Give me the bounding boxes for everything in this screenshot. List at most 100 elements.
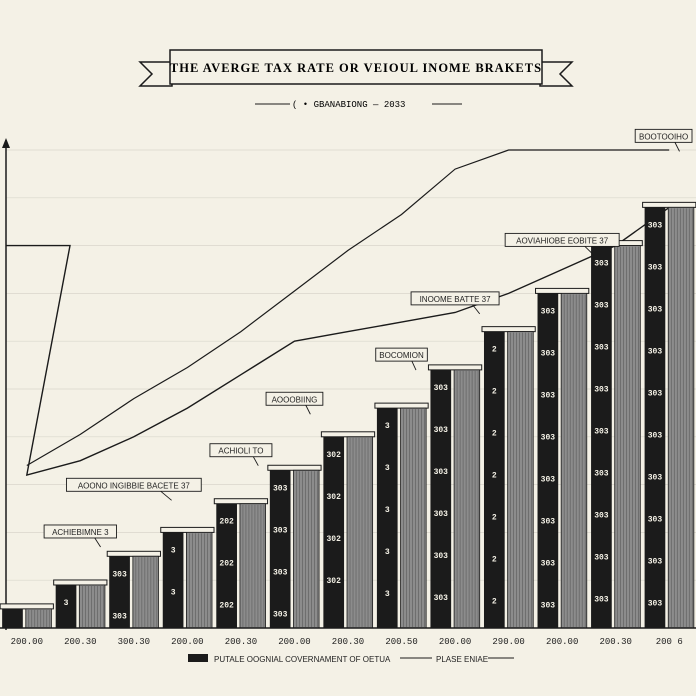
callout-pointer <box>674 142 680 152</box>
bar-dark <box>162 532 184 628</box>
bar-cap <box>160 526 215 533</box>
bar-value-label: 2 <box>492 388 497 397</box>
callouts: ACHIEBIMNE 3 AOONO INGIBBIE BACETE 37 ACHI… <box>43 128 693 548</box>
bar-value-label: 303 <box>648 431 663 440</box>
callout-pointer <box>305 405 311 415</box>
bar-value-label: 2 <box>492 598 497 607</box>
bar-value-label: 303 <box>541 517 556 526</box>
bar-value-label: 302 <box>327 493 342 502</box>
bar-value-label: 2 <box>492 556 497 565</box>
bar-value-label: 303 <box>594 386 609 395</box>
bar-value-label: 302 <box>327 577 342 586</box>
bar-10: 2 2 2 2 2 2 2 <box>481 326 536 629</box>
x-tick-label: 300.30 <box>118 637 150 647</box>
x-tick-label: 200.30 <box>64 637 96 647</box>
bar-cap <box>106 550 161 557</box>
bar-value-label: 303 <box>648 305 663 314</box>
bar-value-label: 303 <box>648 515 663 524</box>
bar-value-label: 303 <box>112 570 127 579</box>
callout-pointer <box>472 304 481 315</box>
bar-4: 33 <box>160 526 215 629</box>
bar-value-label: 303 <box>648 263 663 272</box>
bar-value-label: 303 <box>541 559 556 568</box>
bar-cap <box>267 464 322 471</box>
legend-swatch-1 <box>188 654 208 662</box>
bar-value-label: 303 <box>594 596 609 605</box>
bar-value-label: 303 <box>648 389 663 398</box>
x-tick-label: 290.00 <box>492 637 524 647</box>
x-tick-label: 200.00 <box>11 637 43 647</box>
bar-12: 303 303 303 303 303 303 303 303 303 <box>588 240 643 629</box>
bar-11: 303 303 303 303 303 303 303 303 <box>535 287 590 629</box>
x-tick-label: 200.00 <box>278 637 310 647</box>
bar-2: 3 <box>53 579 108 629</box>
callout-label: INOOME BATTE 37 <box>420 295 492 304</box>
bar-value-label: 303 <box>594 260 609 269</box>
callout-label: BOOTOOIHO <box>639 132 688 141</box>
bar-shade <box>293 469 320 629</box>
bar-cap <box>642 201 696 208</box>
bar-7: 302 302 302 302 <box>320 431 376 629</box>
bar-cap <box>53 579 108 586</box>
bar-value-label: 303 <box>434 468 449 477</box>
bar-cap <box>0 603 54 610</box>
legend: PUTALE OOGNIAL COVERNAMENT OF OETUA PLAS… <box>188 654 514 664</box>
trend-line-upper <box>6 206 670 476</box>
legend-label-1: PUTALE OOGNIAL COVERNAMENT OF OETUA <box>214 655 391 664</box>
callout-7: AOVIAHIOBE EOBITE 37 <box>504 232 620 256</box>
callout-box <box>375 347 428 362</box>
bar-1 <box>0 603 54 629</box>
bar-9: 303 303 303 303 303 303 <box>427 364 483 629</box>
bar-value-label: 303 <box>648 557 663 566</box>
x-tick-label: 200.00 <box>439 637 471 647</box>
callout-box <box>504 232 620 247</box>
callout-8: BOOTOOIHO <box>634 128 693 152</box>
callout-box <box>265 391 324 406</box>
bar-value-label: 303 <box>541 307 556 316</box>
bar-13: 303 303 303 303 303 303 303 303 303 303 <box>642 201 696 629</box>
callout-6: INOOME BATTE 37 <box>410 291 500 315</box>
bar-dark <box>483 331 505 628</box>
bar-shade <box>132 555 159 629</box>
callout-label: ACHIOLI TO <box>218 447 263 456</box>
trend-line-lower <box>26 149 670 467</box>
title-banner: THE AVERGE TAX RATE OR VEIOUL INOME BRAK… <box>138 49 574 87</box>
bar-value-label: 202 <box>219 602 234 611</box>
bar-5: 202 202 202 <box>213 498 269 629</box>
bar-6: 303 303 303 303 <box>267 464 322 629</box>
bar-value-label: 303 <box>648 473 663 482</box>
bar-3: 303 303 <box>106 550 161 629</box>
bar-value-label: 2 <box>492 346 497 355</box>
bar-value-label: 303 <box>434 384 449 393</box>
bar-value-label: 303 <box>648 221 663 230</box>
bar-value-label: 303 <box>648 599 663 608</box>
bar-cap <box>320 431 376 438</box>
callout-label: BOCOMION <box>379 351 424 360</box>
callout-label: AOVIAHIOBE EOBITE 37 <box>516 236 609 245</box>
bar-value-label: 302 <box>327 535 342 544</box>
bar-dark <box>216 503 237 628</box>
bar-dark <box>323 436 345 628</box>
bar-dark <box>2 608 23 628</box>
bar-value-label: 303 <box>112 612 127 621</box>
bar-cap <box>213 498 269 505</box>
bar-dark <box>644 207 666 629</box>
callout-box <box>43 524 117 539</box>
bar-shade <box>346 436 374 629</box>
bar-shade <box>614 245 641 629</box>
bar-shade <box>185 532 213 629</box>
bar-value-label: 202 <box>219 518 234 527</box>
bar-value-label: 303 <box>594 428 609 437</box>
callout-4: AOOOBIING <box>265 391 324 415</box>
bar-shade <box>560 292 588 629</box>
subtitle-group: ( • GBANABIONG — 2033 <box>255 100 462 110</box>
bar-value-label: 303 <box>273 568 288 577</box>
bar-value-label: 303 <box>648 347 663 356</box>
bar-dark <box>537 293 559 628</box>
bar-value-label: 303 <box>273 484 288 493</box>
x-tick-label: 200.30 <box>599 637 631 647</box>
bar-8: 3 3 3 3 3 <box>374 402 429 629</box>
callout-box <box>634 128 693 143</box>
bar-value-label: 303 <box>541 433 556 442</box>
